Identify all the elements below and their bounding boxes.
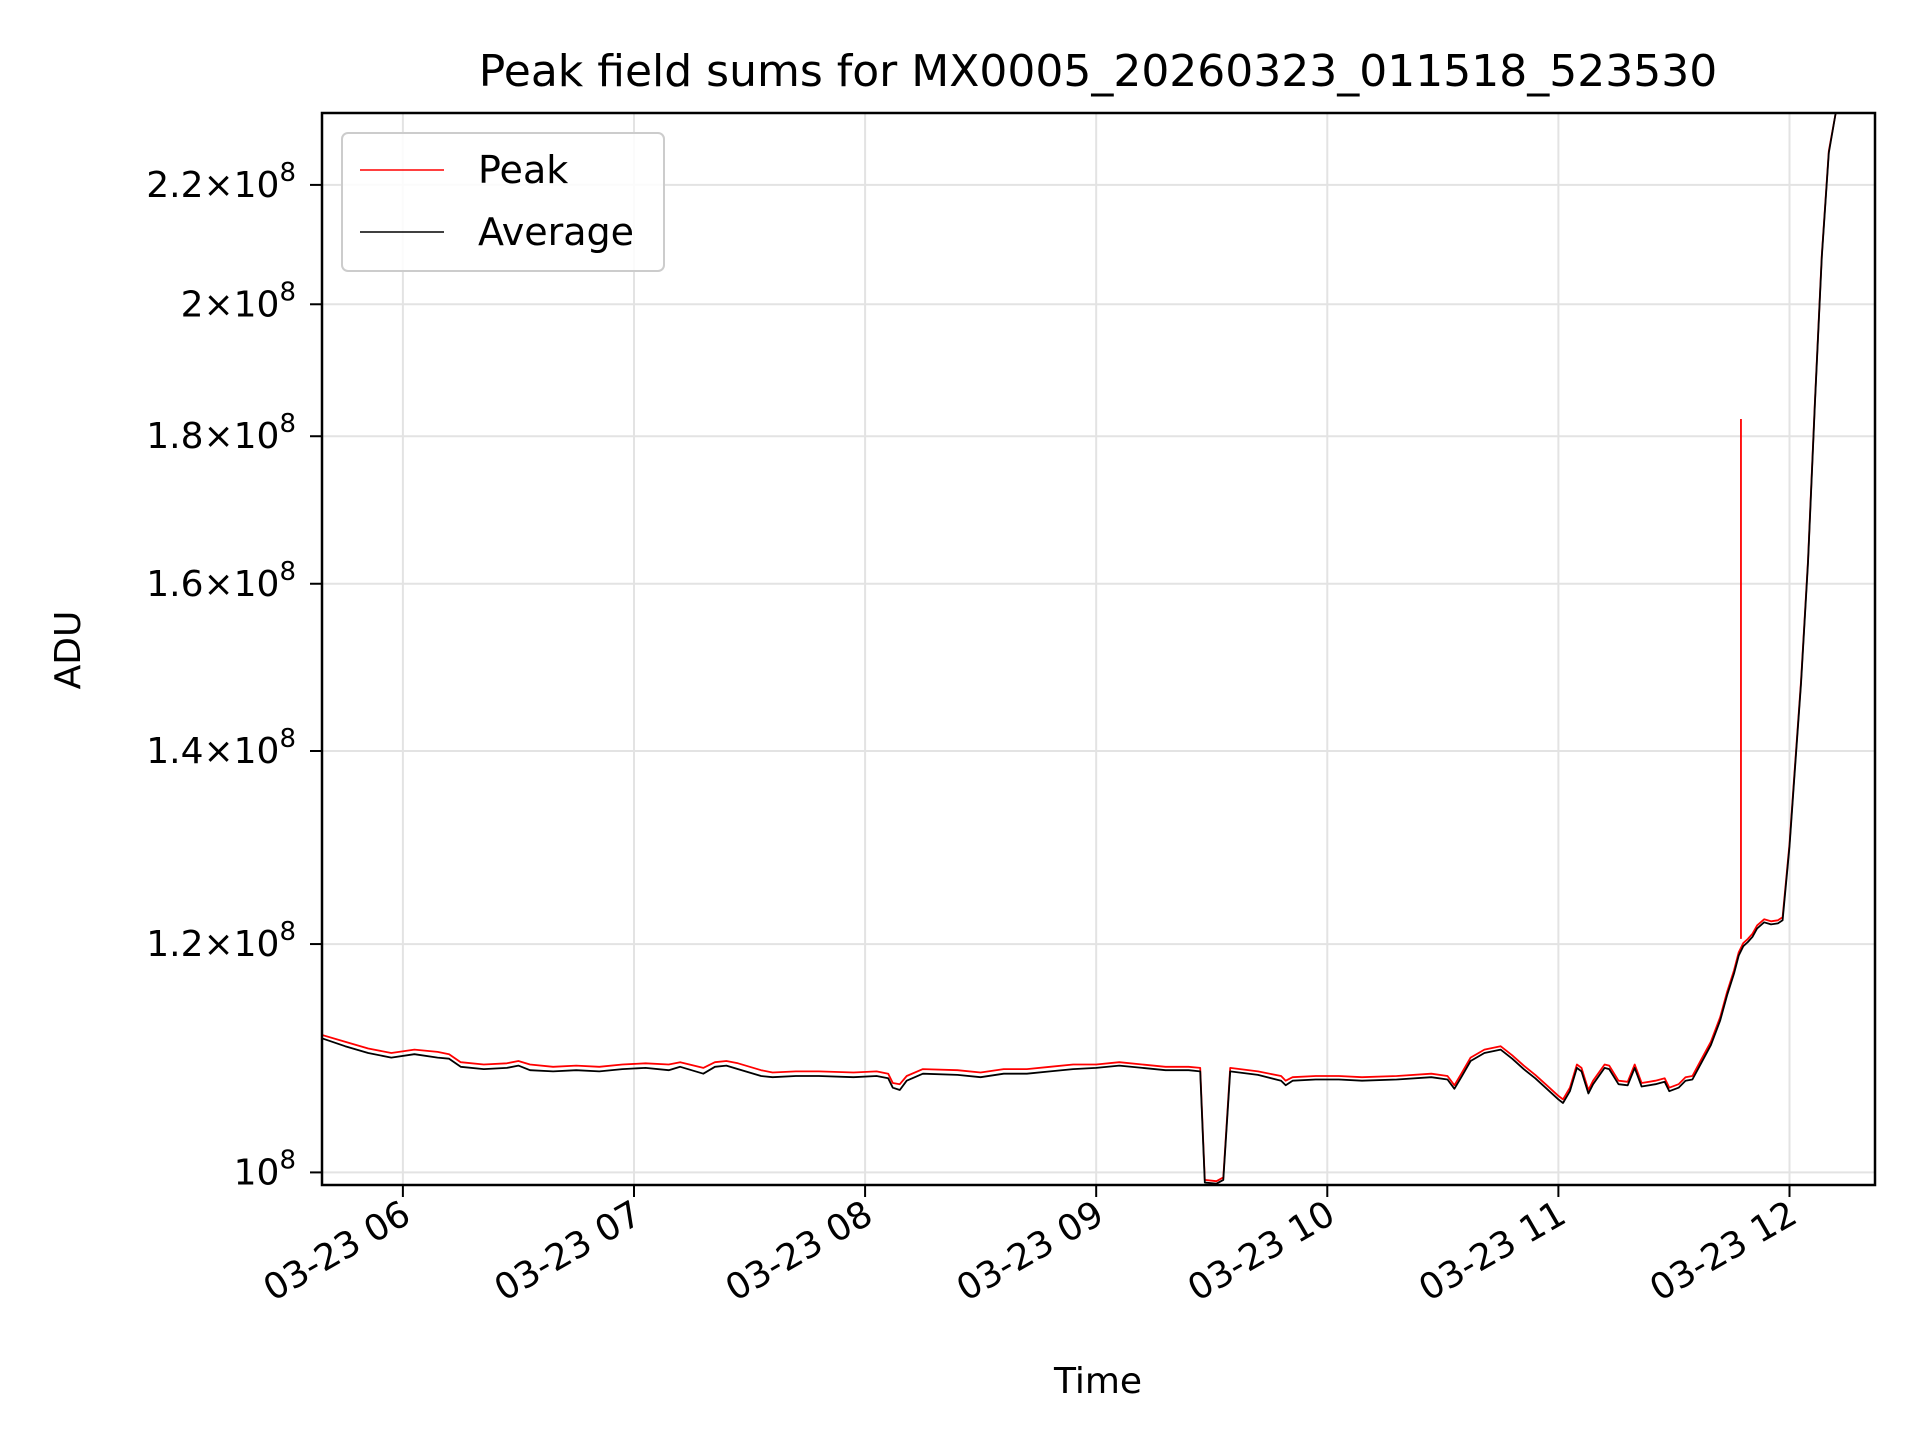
legend-label-average: Average: [478, 210, 634, 254]
y-tick-label: 1.6×108: [146, 557, 296, 605]
y-axis-label: ADU: [48, 611, 89, 690]
y-tick-base: 10: [234, 924, 280, 965]
y-tick-mantissa: 2×: [181, 284, 234, 325]
y-tick-exponent: 8: [279, 917, 296, 947]
y-tick-base: 10: [234, 564, 280, 605]
y-tick-exponent: 8: [279, 409, 296, 439]
y-tick-base: 10: [234, 284, 280, 325]
y-tick-label: 2×108: [181, 277, 296, 325]
grid: [322, 113, 1875, 1185]
y-tick-base: 10: [234, 1152, 280, 1193]
y-tick-exponent: 8: [279, 724, 296, 754]
y-tick-exponent: 8: [279, 158, 296, 188]
y-tick-exponent: 8: [279, 557, 296, 587]
series-line-average: [322, 113, 1837, 1185]
y-tick-label: 1.2×108: [146, 917, 296, 965]
y-tick-mantissa: 1.4×: [146, 731, 233, 772]
y-tick-label: 2.2×108: [146, 158, 296, 206]
y-tick-mantissa: 1.2×: [146, 924, 233, 965]
chart-title: Peak field sums for MX0005_20260323_0115…: [479, 46, 1717, 97]
series-layer: [322, 113, 1837, 1185]
y-tick-label: 1.8×108: [146, 409, 296, 457]
y-tick-exponent: 8: [279, 277, 296, 307]
y-tick-label: 1.4×108: [146, 724, 296, 772]
plot-frame: [320, 111, 1877, 1187]
y-tick-mantissa: 1.6×: [146, 564, 233, 605]
y-tick-mantissa: 2.2×: [146, 165, 233, 206]
y-tick-label: 108: [234, 1145, 296, 1193]
y-tick-base: 10: [234, 416, 280, 457]
legend: Peak Average: [341, 132, 665, 272]
legend-box: [341, 132, 665, 272]
y-tick-exponent: 8: [279, 1145, 296, 1175]
y-tick-mantissa: 1.8×: [146, 416, 233, 457]
y-tick-base: 10: [234, 165, 280, 206]
y-axis: 1081.2×1081.4×1081.6×1081.8×1082×1082.2×…: [146, 158, 322, 1193]
y-tick-base: 10: [234, 731, 280, 772]
x-axis-label: Time: [1053, 1361, 1142, 1402]
legend-label-peak: Peak: [478, 148, 568, 192]
